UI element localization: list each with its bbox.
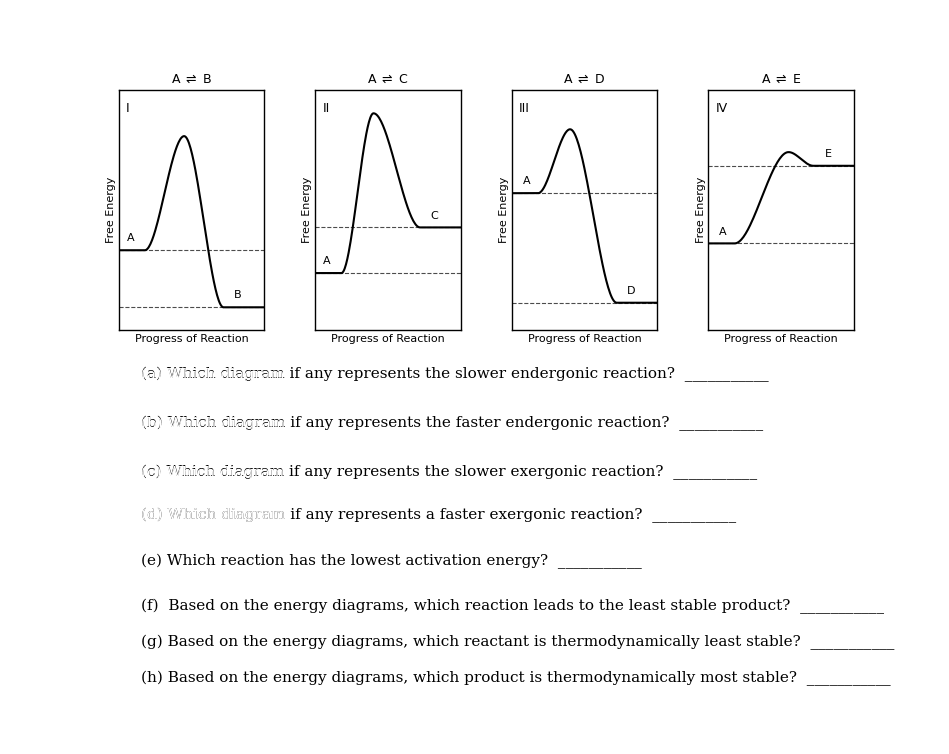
Text: (h) Based on the energy diagrams, which product is thermodynamically most stable: (h) Based on the energy diagrams, which … (140, 671, 890, 686)
Y-axis label: Free Energy: Free Energy (696, 177, 706, 244)
X-axis label: Progress of Reaction: Progress of Reaction (528, 334, 642, 345)
Text: A $\rightleftharpoons$ D: A $\rightleftharpoons$ D (564, 72, 606, 86)
Text: (a) Which diagram if any represents the slower endergonic reaction?  ___________: (a) Which diagram if any represents the … (140, 367, 769, 382)
Text: (g) Based on the energy diagrams, which reactant is thermodynamically least stab: (g) Based on the energy diagrams, which … (140, 635, 894, 651)
Text: A $\rightleftharpoons$ C: A $\rightleftharpoons$ C (367, 72, 409, 86)
Text: E: E (825, 149, 831, 159)
Y-axis label: Free Energy: Free Energy (106, 177, 116, 244)
Text: II: II (323, 103, 329, 115)
Text: (d) Which diagram: (d) Which diagram (140, 507, 290, 522)
X-axis label: Progress of Reaction: Progress of Reaction (724, 334, 838, 345)
Text: (a) Which diagram: (a) Which diagram (140, 367, 289, 382)
Y-axis label: Free Energy: Free Energy (303, 177, 312, 244)
X-axis label: Progress of Reaction: Progress of Reaction (331, 334, 445, 345)
Text: III: III (519, 103, 530, 115)
Text: (c) Which diagram if any represents the slower exergonic reaction?  ___________: (c) Which diagram if any represents the … (140, 465, 756, 480)
Text: IV: IV (716, 103, 728, 115)
Text: D: D (627, 286, 636, 296)
Text: (d) Which diagram if any represents a faster exergonic reaction?  ___________: (d) Which diagram if any represents a fa… (140, 507, 735, 523)
X-axis label: Progress of Reaction: Progress of Reaction (135, 334, 249, 345)
Text: A $\rightleftharpoons$ B: A $\rightleftharpoons$ B (171, 72, 213, 86)
Text: (f)  Based on the energy diagrams, which reaction leads to the least stable prod: (f) Based on the energy diagrams, which … (140, 599, 884, 615)
Text: A: A (323, 256, 330, 266)
Text: I: I (126, 103, 129, 115)
Text: C: C (431, 210, 438, 221)
Text: (e) Which reaction has the lowest activation energy?  ___________: (e) Which reaction has the lowest activa… (140, 553, 642, 569)
Text: A $\rightleftharpoons$ E: A $\rightleftharpoons$ E (761, 72, 802, 86)
Text: (b) Which diagram if any represents the faster endergonic reaction?  ___________: (b) Which diagram if any represents the … (140, 416, 763, 431)
Text: (c) Which diagram: (c) Which diagram (140, 465, 288, 480)
Text: B: B (234, 290, 242, 300)
Y-axis label: Free Energy: Free Energy (499, 177, 509, 244)
Text: A: A (719, 226, 727, 237)
Text: A: A (126, 234, 134, 244)
Text: A: A (523, 176, 530, 186)
Text: (b) Which diagram: (b) Which diagram (140, 416, 290, 431)
